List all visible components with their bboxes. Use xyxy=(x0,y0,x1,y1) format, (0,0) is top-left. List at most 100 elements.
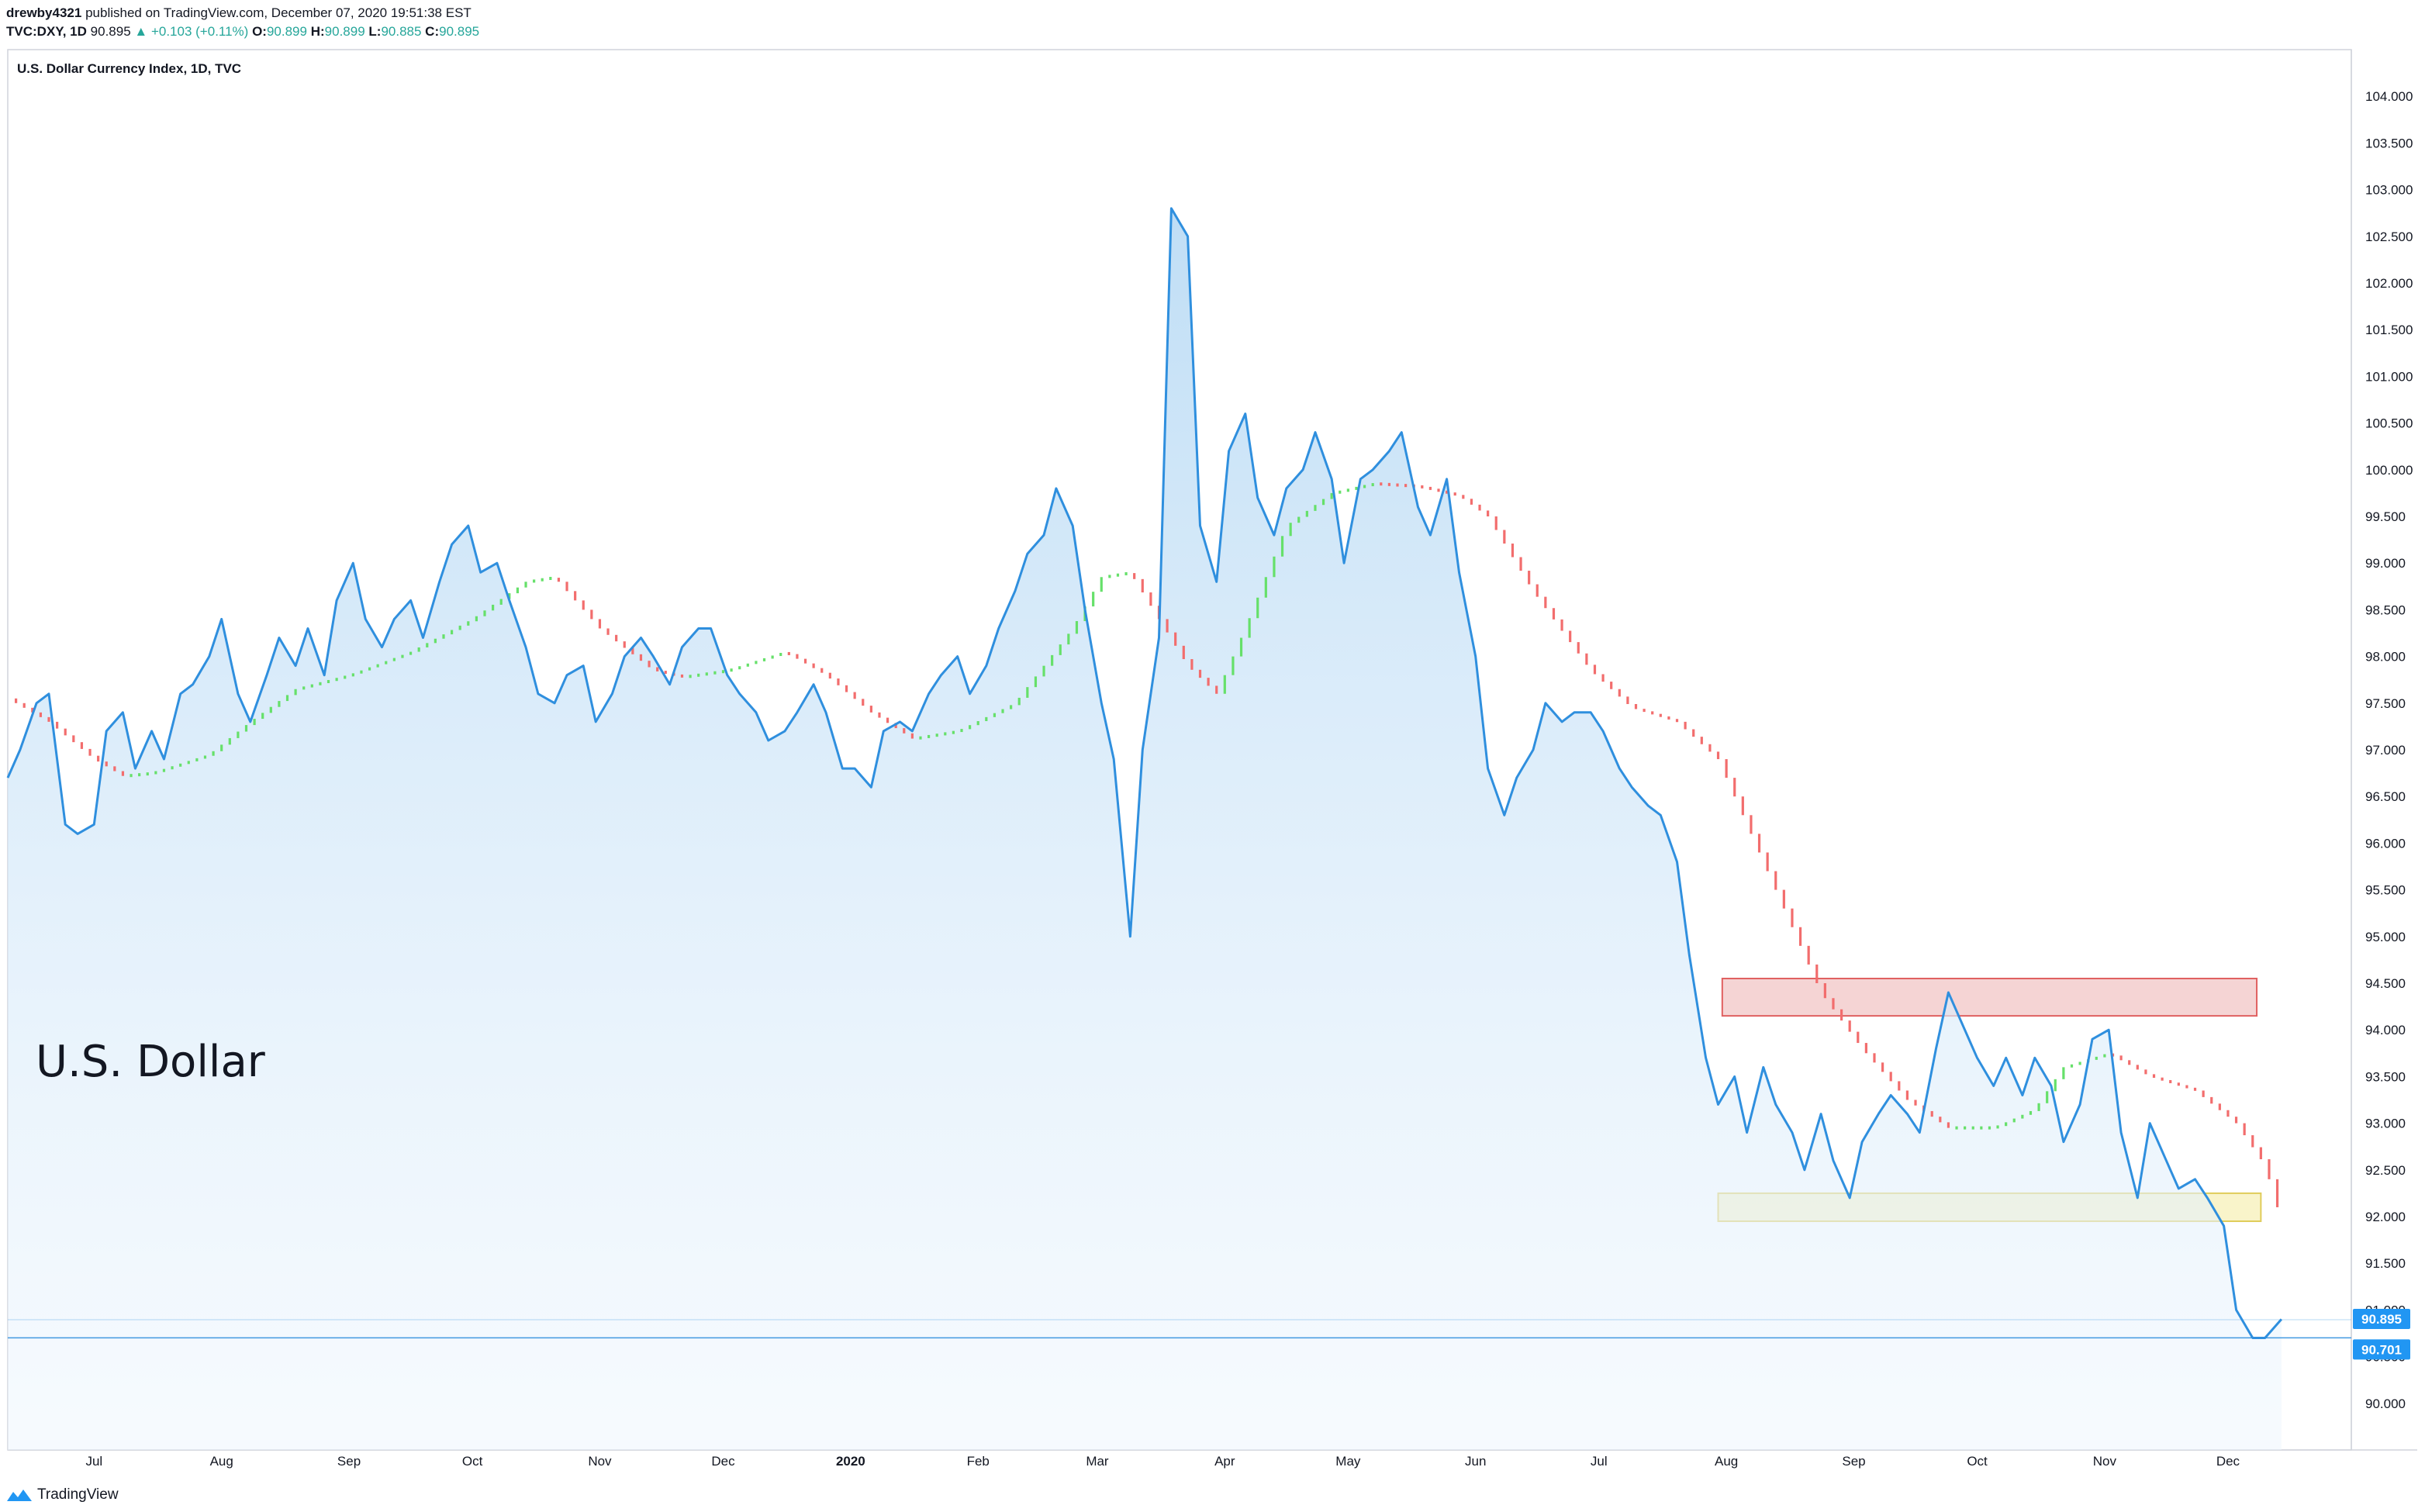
x-tick-label: Jul xyxy=(1591,1454,1608,1469)
trend-bar-up xyxy=(351,673,354,677)
trend-bar-down xyxy=(1782,889,1785,909)
trend-bar-up xyxy=(2095,1056,2098,1060)
trend-bar-down xyxy=(1428,486,1432,490)
x-tick-label: May xyxy=(1335,1454,1361,1469)
trend-bar-up xyxy=(1971,1126,1974,1130)
price-label-text: 90.895 xyxy=(2361,1312,2402,1327)
trend-bar-down xyxy=(56,721,59,729)
footer-brand[interactable]: TradingView xyxy=(6,1486,119,1504)
trend-bar-up xyxy=(689,675,692,678)
trend-bar-up xyxy=(426,643,429,647)
trend-bar-down xyxy=(1174,632,1177,646)
trend-bar-up xyxy=(130,774,133,778)
trend-bar-up xyxy=(516,587,520,594)
trend-bar-up xyxy=(154,771,157,775)
trend-bar-up xyxy=(1231,656,1235,675)
published-text: published on TradingView.com, December 0… xyxy=(85,5,472,20)
trend-bar-down xyxy=(1470,499,1473,505)
trend-bar-up xyxy=(146,772,149,776)
y-tick-label: 103.500 xyxy=(2365,136,2413,150)
trend-bar-up xyxy=(326,680,330,684)
y-tick-label: 98.500 xyxy=(2365,602,2406,617)
trend-bar-up xyxy=(1248,618,1251,638)
trend-bar-down xyxy=(1898,1081,1901,1091)
trend-bar-down xyxy=(1947,1122,1950,1128)
trend-bar-down xyxy=(680,674,684,678)
trend-bar-up xyxy=(1280,536,1284,557)
trend-bar-up xyxy=(2021,1114,2024,1119)
trend-bar-up xyxy=(1297,516,1301,523)
y-tick-label: 97.000 xyxy=(2365,743,2406,758)
trend-bar-down xyxy=(1569,630,1572,643)
trend-bar-up xyxy=(237,731,240,738)
trend-bar-down xyxy=(1930,1110,1933,1117)
trend-bar-down xyxy=(1182,645,1185,660)
trend-bar-up xyxy=(1059,644,1062,655)
trend-bar-down xyxy=(1593,665,1597,675)
trend-bar-down xyxy=(828,672,831,679)
trend-bar-down xyxy=(1133,573,1136,579)
trend-bar-up xyxy=(1051,654,1054,666)
y-tick-label: 100.000 xyxy=(2365,463,2413,478)
price-lines xyxy=(8,1319,2351,1339)
author-name[interactable]: drewby4321 xyxy=(6,5,82,20)
x-tick-label: Sep xyxy=(1842,1454,1865,1469)
x-tick-label: Sep xyxy=(337,1454,361,1469)
resistance-zone[interactable] xyxy=(1721,977,2258,1017)
trend-bar-up xyxy=(212,751,215,756)
trend-bar-down xyxy=(1807,945,1810,965)
trend-bar-down xyxy=(1667,716,1670,720)
trend-bar-down xyxy=(1651,711,1654,715)
trend-bar-up xyxy=(1346,488,1349,492)
price-area-fill xyxy=(8,208,2282,1451)
trend-bar-down xyxy=(1823,983,1826,999)
trend-bar-up xyxy=(1355,486,1358,490)
trend-bar-down xyxy=(121,771,125,776)
y-tick-label: 101.500 xyxy=(2365,323,2413,337)
trend-bar-down xyxy=(656,667,659,671)
y-tick-label: 102.000 xyxy=(2365,276,2413,291)
trend-bar-down xyxy=(1577,642,1580,654)
trend-bar-down xyxy=(1511,544,1515,558)
trend-bar-down xyxy=(820,668,824,673)
price-label-text: 90.701 xyxy=(2361,1342,2402,1357)
high-label: H: xyxy=(310,24,325,39)
trend-bar-up xyxy=(2037,1103,2040,1111)
trend-bar-up xyxy=(779,653,782,657)
trend-bar-up xyxy=(1339,490,1342,494)
trend-bar-down xyxy=(615,634,618,642)
trend-bar-down xyxy=(97,755,100,762)
x-tick-label: Aug xyxy=(210,1454,233,1469)
trend-bar-down xyxy=(1141,578,1144,593)
trend-bar-up xyxy=(1042,665,1045,677)
trend-bar-up xyxy=(549,576,552,580)
trend-bar-up xyxy=(385,661,388,665)
trend-bar-down xyxy=(1939,1117,1942,1123)
trend-bar-up xyxy=(1980,1126,1983,1130)
trend-bar-up xyxy=(171,766,174,770)
trend-bar-down xyxy=(1905,1090,1909,1100)
trend-bar-up xyxy=(244,725,248,732)
close-value: 90.895 xyxy=(439,24,480,39)
low-label: L: xyxy=(368,24,382,39)
trend-bar-up xyxy=(344,675,347,679)
tradingview-logo-icon xyxy=(7,1490,32,1501)
trend-bar-down xyxy=(1552,608,1556,620)
trend-bar-down xyxy=(2210,1096,2213,1104)
trend-bar-up xyxy=(746,663,749,667)
trend-bar-down xyxy=(1839,1009,1843,1021)
x-tick-label: Jul xyxy=(85,1454,102,1469)
trend-bar-up xyxy=(376,664,379,668)
trend-bar-up xyxy=(253,719,256,726)
trend-bar-down xyxy=(1494,516,1497,530)
x-tick-label: Dec xyxy=(711,1454,735,1469)
trend-bar-down xyxy=(639,654,643,661)
trend-bar-up xyxy=(952,730,955,734)
y-tick-label: 95.500 xyxy=(2365,883,2406,898)
trend-bar-down xyxy=(574,591,577,601)
trend-bar-up xyxy=(2005,1122,2008,1127)
symbol-name[interactable]: TVC:DXY, 1D xyxy=(6,24,87,39)
x-tick-label: Jun xyxy=(1465,1454,1486,1469)
trend-bar-down xyxy=(1692,729,1695,737)
